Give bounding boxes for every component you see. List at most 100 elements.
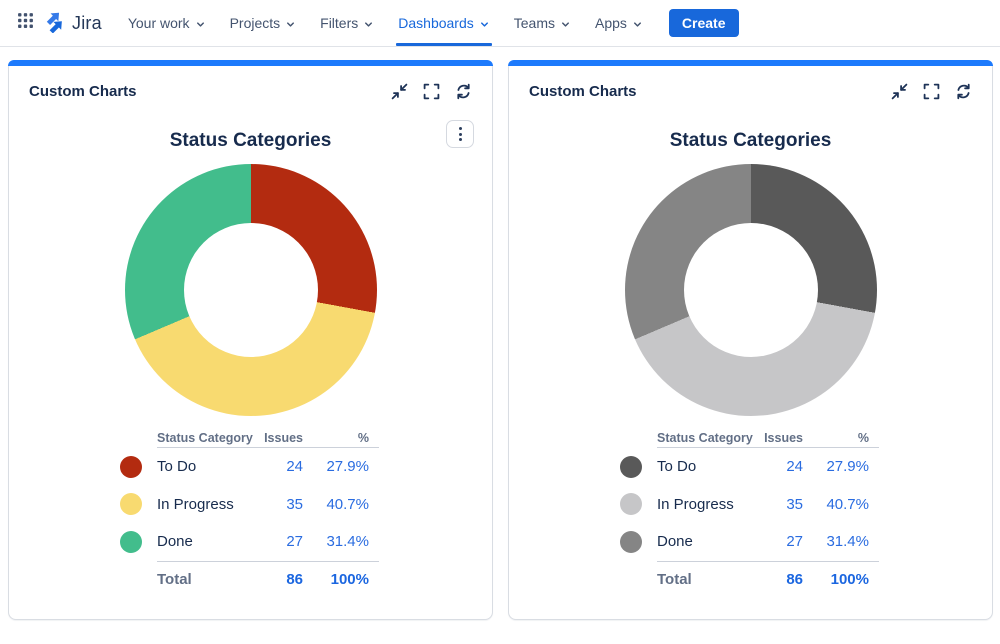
- legend-swatch-inprogress: [120, 493, 142, 516]
- refresh-icon[interactable]: [955, 83, 972, 100]
- col-issues: Issues: [764, 431, 803, 445]
- total-label: Total: [157, 571, 192, 588]
- jira-logo[interactable]: Jira: [44, 9, 102, 38]
- refresh-icon[interactable]: [455, 83, 472, 100]
- percent-value[interactable]: 27.9%: [826, 458, 869, 476]
- percent-value[interactable]: 31.4%: [326, 533, 369, 551]
- issues-value[interactable]: 27: [286, 533, 303, 551]
- nav-item-projects[interactable]: Projects: [218, 0, 309, 46]
- col-status-category: Status Category: [157, 431, 253, 445]
- table-row: Done 27 31.4%: [113, 523, 383, 561]
- total-percent: 100%: [330, 571, 369, 588]
- category-label: To Do: [657, 458, 697, 476]
- total-issues: 86: [786, 571, 803, 588]
- status-table: Status Category Issues % To Do 24 27.9% …: [113, 427, 383, 596]
- top-navigation: Jira Your work Projects Filters Dashboar…: [0, 0, 1000, 47]
- fullscreen-icon[interactable]: [423, 83, 440, 100]
- divider: [657, 560, 879, 562]
- collapse-icon[interactable]: [391, 83, 408, 100]
- issues-value[interactable]: 27: [786, 533, 803, 551]
- percent-value[interactable]: 31.4%: [826, 533, 869, 551]
- gadget-header: Custom Charts: [9, 67, 492, 115]
- legend-swatch-done: [120, 530, 142, 553]
- divider: [657, 447, 879, 448]
- gadget-header: Custom Charts: [509, 67, 992, 115]
- chevron-down-icon: [479, 19, 490, 30]
- nav-item-label: Filters: [320, 15, 359, 31]
- total-issues: 86: [286, 571, 303, 588]
- donut-chart-gray[interactable]: [625, 164, 877, 416]
- category-label: In Progress: [657, 495, 734, 513]
- chevron-down-icon: [195, 19, 206, 30]
- legend-swatch-inprogress: [620, 493, 642, 516]
- jira-mark-icon: [44, 9, 68, 38]
- table-row: In Progress 35 40.7%: [613, 486, 883, 524]
- grid-icon: [17, 12, 34, 34]
- nav-item-apps[interactable]: Apps: [583, 0, 655, 46]
- chart-title: Status Categories: [669, 130, 832, 151]
- kebab-icon: [458, 127, 462, 130]
- category-label: Done: [657, 533, 693, 551]
- table-row: To Do 24 27.9%: [113, 448, 383, 486]
- nav-item-label: Apps: [595, 15, 627, 31]
- custom-charts-gadget-color: Custom Charts Status Categories Status C…: [8, 60, 493, 620]
- table-row: Done 27 31.4%: [613, 523, 883, 561]
- chart-title: Status Categories: [169, 130, 332, 151]
- issues-value[interactable]: 35: [286, 495, 303, 513]
- nav-item-label: Dashboards: [398, 15, 474, 31]
- gadget-actions: [891, 83, 972, 100]
- jira-logo-text: Jira: [72, 12, 102, 33]
- fullscreen-icon[interactable]: [923, 83, 940, 100]
- col-status-category: Status Category: [657, 431, 753, 445]
- col-percent: %: [857, 431, 869, 445]
- category-label: Done: [157, 533, 193, 551]
- legend-swatch-todo: [120, 455, 142, 478]
- donut-chart-color[interactable]: [125, 164, 377, 416]
- col-issues: Issues: [264, 431, 303, 445]
- donut-hole: [184, 223, 318, 357]
- table-row: In Progress 35 40.7%: [113, 486, 383, 524]
- table-total-row: Total 86 100%: [613, 562, 883, 596]
- nav-item-teams[interactable]: Teams: [502, 0, 583, 46]
- chevron-down-icon: [632, 19, 643, 30]
- nav-item-your-work[interactable]: Your work: [116, 0, 218, 46]
- chevron-down-icon: [560, 19, 571, 30]
- issues-value[interactable]: 24: [286, 458, 303, 476]
- chart-menu-button[interactable]: [446, 120, 474, 148]
- donut-hole: [684, 223, 818, 357]
- divider: [157, 447, 379, 448]
- divider: [157, 560, 379, 562]
- table-header-row: Status Category Issues %: [113, 427, 383, 447]
- collapse-icon[interactable]: [891, 83, 908, 100]
- chevron-down-icon: [363, 19, 374, 30]
- gadget-title: Custom Charts: [529, 82, 637, 100]
- table-row: To Do 24 27.9%: [613, 448, 883, 486]
- status-table: Status Category Issues % To Do 24 27.9% …: [613, 427, 883, 596]
- legend-swatch-done: [620, 530, 642, 553]
- total-percent: 100%: [830, 571, 869, 588]
- gadget-accent-bar: [508, 60, 993, 66]
- gadget-accent-bar: [8, 60, 493, 66]
- percent-value[interactable]: 40.7%: [326, 495, 369, 513]
- issues-value[interactable]: 24: [786, 458, 803, 476]
- percent-value[interactable]: 27.9%: [326, 458, 369, 476]
- nav-item-label: Projects: [229, 15, 281, 31]
- nav-item-filters[interactable]: Filters: [308, 0, 386, 46]
- custom-charts-gadget-gray: Custom Charts Status Categories Status C…: [508, 60, 993, 620]
- chevron-down-icon: [285, 19, 296, 30]
- primary-nav: Your work Projects Filters Dashboards Te…: [116, 0, 655, 46]
- nav-item-dashboards[interactable]: Dashboards: [386, 0, 502, 46]
- total-label: Total: [657, 571, 692, 588]
- issues-value[interactable]: 35: [786, 495, 803, 513]
- col-percent: %: [357, 431, 369, 445]
- create-button[interactable]: Create: [668, 9, 739, 37]
- category-label: In Progress: [157, 495, 234, 513]
- nav-item-label: Your work: [127, 15, 190, 31]
- gadget-title: Custom Charts: [29, 82, 137, 100]
- nav-item-label: Teams: [513, 15, 555, 31]
- app-switcher-button[interactable]: [8, 6, 42, 40]
- category-label: To Do: [157, 458, 197, 476]
- legend-swatch-todo: [620, 455, 642, 478]
- percent-value[interactable]: 40.7%: [826, 495, 869, 513]
- gadget-actions: [391, 83, 472, 100]
